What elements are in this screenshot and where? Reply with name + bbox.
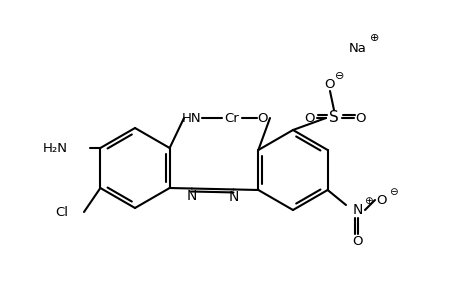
Text: N: N	[352, 203, 363, 217]
Text: S: S	[328, 110, 338, 125]
Text: O: O	[376, 194, 386, 206]
Text: ⊕: ⊕	[369, 33, 379, 43]
Text: O: O	[257, 112, 268, 124]
Text: O: O	[355, 112, 365, 124]
Text: Cl: Cl	[55, 206, 68, 218]
Text: ⊕: ⊕	[363, 196, 372, 206]
Text: N: N	[186, 190, 196, 203]
Text: N: N	[228, 190, 238, 204]
Text: Na: Na	[348, 41, 366, 55]
Text: ⊖: ⊖	[335, 71, 344, 81]
Text: O: O	[304, 112, 314, 124]
Text: Cr: Cr	[224, 112, 239, 124]
Text: H₂N: H₂N	[43, 142, 68, 154]
Text: ⊖: ⊖	[388, 187, 397, 197]
Text: O: O	[352, 236, 363, 248]
Text: O: O	[324, 77, 335, 91]
Text: HN: HN	[182, 112, 202, 124]
